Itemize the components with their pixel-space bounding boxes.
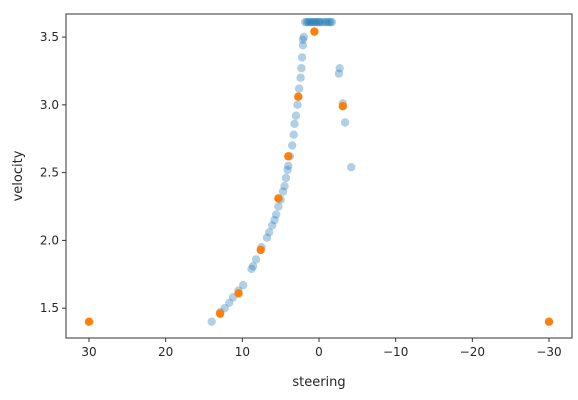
series-0-point-54 xyxy=(335,63,344,73)
series-0-point-47 xyxy=(316,17,325,27)
y-tick-label: 2.5 xyxy=(40,166,59,180)
series-0-point-25 xyxy=(289,130,298,139)
series-0-point-22 xyxy=(284,161,293,170)
series-0-point-18 xyxy=(278,187,288,196)
series-0-point-24 xyxy=(288,141,297,150)
series-1-point-8 xyxy=(338,102,347,111)
x-tick-label: −30 xyxy=(536,345,561,359)
series-0-point-53 xyxy=(327,17,337,27)
x-tick-label: 20 xyxy=(158,345,173,359)
x-axis: 30 20 10 0 −10 −20 −30 xyxy=(81,338,562,359)
series-0-point-0 xyxy=(207,317,216,326)
series-0-point-42 xyxy=(308,17,318,27)
series-1-point-9 xyxy=(544,317,554,326)
series-0-point-12 xyxy=(265,228,274,237)
series-1-point-5 xyxy=(284,152,293,161)
series-0-point-51 xyxy=(324,17,334,27)
plot-area xyxy=(84,17,554,326)
y-tick-label: 3.0 xyxy=(40,98,59,112)
y-tick-label: 2.0 xyxy=(40,233,59,247)
series-0-point-27 xyxy=(291,111,301,120)
x-tick-label: 30 xyxy=(81,345,96,359)
series-0-point-49 xyxy=(320,17,330,27)
series-0-point-3 xyxy=(225,298,234,307)
series-0-point-16 xyxy=(274,202,283,211)
series-0-point-37 xyxy=(301,17,310,27)
series-0-point-6 xyxy=(238,280,248,290)
series-0-point-46 xyxy=(314,17,324,27)
series-0-point-35 xyxy=(299,32,308,42)
series-0-point-36 xyxy=(298,35,308,44)
x-tick-label: −20 xyxy=(460,345,485,359)
series-0-point-26 xyxy=(290,119,299,128)
x-tick-label: 10 xyxy=(235,345,250,359)
x-tick-label: 0 xyxy=(315,345,323,359)
y-axis-label: velocity xyxy=(11,150,26,201)
series-0-point-32 xyxy=(297,63,306,73)
series-0-point-58 xyxy=(347,163,356,172)
series-0-point-45 xyxy=(313,17,322,27)
series-0-point-55 xyxy=(334,69,344,78)
series-0-point-20 xyxy=(281,173,291,183)
series-1-point-3 xyxy=(256,245,265,255)
series-0-point-43 xyxy=(310,17,319,27)
series-0-point-31 xyxy=(296,73,305,82)
series-0-point-52 xyxy=(326,17,335,27)
series-0-point-30 xyxy=(294,84,304,93)
series-0-point-28 xyxy=(293,100,302,110)
series-1-point-1 xyxy=(215,309,225,318)
series-1-point-2 xyxy=(234,289,243,298)
series-1-point-6 xyxy=(294,92,303,101)
series-0-point-13 xyxy=(268,221,277,230)
y-tick-label: 1.5 xyxy=(40,301,59,315)
series-0-point-34 xyxy=(298,41,308,50)
series-0-point-40 xyxy=(305,17,314,27)
series-0-point-21 xyxy=(283,165,292,175)
series-1-point-4 xyxy=(274,194,283,203)
series-0-point-15 xyxy=(271,210,281,219)
series-0-point-48 xyxy=(318,17,327,27)
series-0-point-44 xyxy=(311,17,321,27)
series-0-point-39 xyxy=(304,17,313,27)
series-0-point-9 xyxy=(251,255,261,264)
series-0-point-33 xyxy=(297,53,307,62)
y-tick-label: 3.5 xyxy=(40,30,59,44)
series-0-point-8 xyxy=(248,262,258,271)
series-0-point-41 xyxy=(307,17,316,27)
series-0-point-50 xyxy=(322,17,331,27)
series-0-point-19 xyxy=(280,182,289,191)
series-0-point-38 xyxy=(302,17,311,27)
y-axis: 1.5 2.0 2.5 3.0 3.5 xyxy=(40,30,66,315)
series-0-point-7 xyxy=(247,264,256,274)
series-0-point-11 xyxy=(262,233,272,242)
series-1-point-7 xyxy=(310,27,319,36)
series-0-point-57 xyxy=(340,118,350,127)
x-tick-label: −10 xyxy=(383,345,408,359)
x-axis-label: steering xyxy=(292,375,345,390)
plot-frame xyxy=(65,13,573,339)
series-1-point-0 xyxy=(84,317,94,326)
series-0-point-14 xyxy=(270,215,279,225)
